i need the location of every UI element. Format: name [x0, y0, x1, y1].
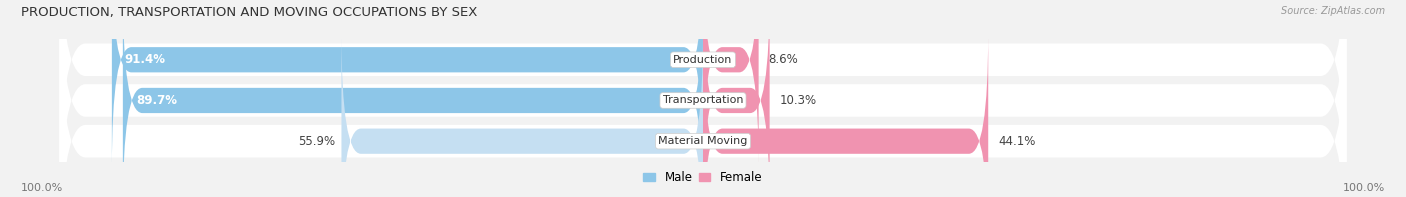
Legend: Male, Female: Male, Female: [638, 167, 768, 189]
Text: 91.4%: 91.4%: [125, 53, 166, 66]
Text: PRODUCTION, TRANSPORTATION AND MOVING OCCUPATIONS BY SEX: PRODUCTION, TRANSPORTATION AND MOVING OC…: [21, 6, 478, 19]
FancyBboxPatch shape: [703, 0, 769, 197]
Text: 8.6%: 8.6%: [768, 53, 799, 66]
FancyBboxPatch shape: [59, 0, 1347, 197]
Text: Transportation: Transportation: [662, 96, 744, 105]
Text: 44.1%: 44.1%: [998, 135, 1035, 148]
FancyBboxPatch shape: [122, 0, 703, 197]
Text: Material Moving: Material Moving: [658, 136, 748, 146]
Text: Production: Production: [673, 55, 733, 65]
FancyBboxPatch shape: [59, 0, 1347, 197]
Text: 100.0%: 100.0%: [21, 183, 63, 193]
FancyBboxPatch shape: [342, 32, 703, 197]
FancyBboxPatch shape: [703, 32, 988, 197]
Text: 100.0%: 100.0%: [1343, 183, 1385, 193]
Text: 55.9%: 55.9%: [298, 135, 335, 148]
Text: 89.7%: 89.7%: [136, 94, 177, 107]
FancyBboxPatch shape: [703, 0, 759, 169]
Text: Source: ZipAtlas.com: Source: ZipAtlas.com: [1281, 6, 1385, 16]
FancyBboxPatch shape: [59, 0, 1347, 197]
FancyBboxPatch shape: [112, 0, 703, 169]
Text: 10.3%: 10.3%: [779, 94, 817, 107]
